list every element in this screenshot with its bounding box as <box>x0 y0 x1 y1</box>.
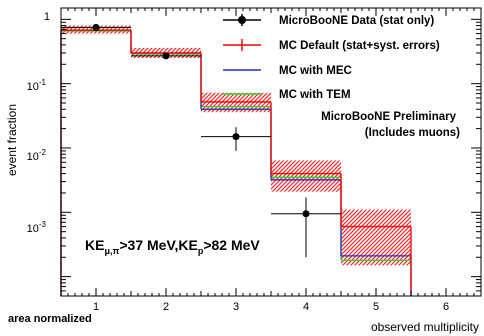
legend-label: MC Default (stat+syst. errors) <box>279 40 440 52</box>
x-tick-label: 3 <box>233 301 239 313</box>
data-points <box>61 23 341 258</box>
legend-label: MC with MEC <box>279 65 352 77</box>
legend-label: MicroBooNE Data (stat only) <box>279 15 434 27</box>
preliminary-sublabel: (Includes muons) <box>365 127 460 139</box>
legend: MicroBooNE Data (stat only) MC Default (… <box>223 14 440 101</box>
kinetic-energy-cut-label: KEμ,π>37 MeV,KEp>82 MeV <box>85 237 260 256</box>
data-point <box>232 133 240 141</box>
y-axis-title: event fraction <box>5 104 19 176</box>
x-tick-labels: 1 2 3 4 5 6 <box>93 301 449 313</box>
legend-entry-mc-mec: MC with MEC <box>223 65 352 77</box>
legend-entry-mc-default: MC Default (stat+syst. errors) <box>223 39 440 52</box>
x-tick-label: 5 <box>373 301 379 313</box>
x-axis-title: observed multiplicity <box>371 320 479 334</box>
error-band <box>341 209 411 266</box>
y-tick-label: 10-1 <box>27 78 47 93</box>
legend-label: MC with TEM <box>279 89 351 101</box>
error-band <box>271 160 341 192</box>
x-tick-label: 2 <box>163 301 169 313</box>
y-tick-label: 10-3 <box>27 220 47 235</box>
footnote: area normalized <box>8 313 92 325</box>
data-point <box>302 210 310 218</box>
y-tick-labels: 1 10-1 10-2 10-3 <box>27 11 50 235</box>
y-tick-label: 1 <box>44 11 50 23</box>
data-point <box>162 52 170 60</box>
legend-entry-data: MicroBooNE Data (stat only) <box>223 14 434 27</box>
y-tick-label: 10-2 <box>27 148 47 163</box>
x-tick-label: 4 <box>303 301 309 313</box>
axis-ticks <box>61 8 482 297</box>
legend-marker <box>238 16 246 24</box>
data-point <box>92 23 100 31</box>
x-tick-label: 1 <box>93 301 99 313</box>
preliminary-label: MicroBooNE Preliminary <box>321 111 456 123</box>
legend-entry-mc-tem: MC with TEM <box>223 89 351 101</box>
x-tick-label: 6 <box>443 301 449 313</box>
